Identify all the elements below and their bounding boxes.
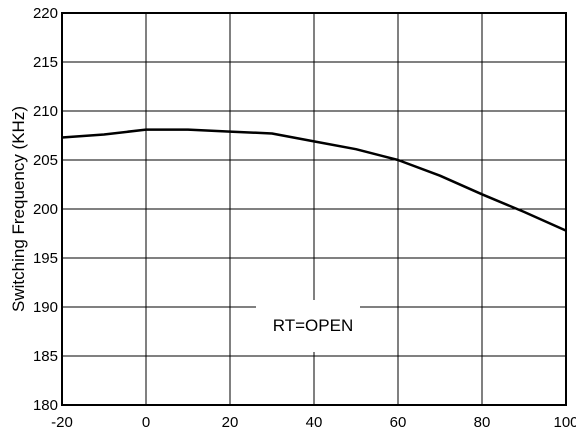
y-tick-label: 220 bbox=[33, 5, 58, 22]
annotation-label: RT=OPEN bbox=[273, 316, 353, 335]
y-tick-label: 205 bbox=[33, 152, 58, 169]
x-tick-labels: -20 0 20 40 60 80 100 bbox=[51, 414, 576, 431]
y-tick-label: 190 bbox=[33, 299, 58, 316]
x-tick-label: 20 bbox=[222, 414, 239, 431]
x-tick-label: 0 bbox=[142, 414, 150, 431]
x-tick-label: 40 bbox=[306, 414, 323, 431]
y-axis-label: Switching Frequency (KHz) bbox=[9, 106, 28, 312]
y-tick-labels: 220 215 210 205 200 195 190 185 180 bbox=[33, 5, 58, 414]
y-tick-label: 200 bbox=[33, 201, 58, 218]
y-tick-label: 185 bbox=[33, 348, 58, 365]
x-tick-label: 60 bbox=[390, 414, 407, 431]
plot-frame bbox=[61, 12, 567, 406]
y-tick-label: 210 bbox=[33, 103, 58, 120]
y-tick-label: 180 bbox=[33, 397, 58, 414]
x-tick-label: 80 bbox=[474, 414, 491, 431]
series-line bbox=[61, 128, 567, 232]
series-group bbox=[61, 128, 567, 232]
x-tick-label: 100 bbox=[553, 414, 576, 431]
y-tick-label: 195 bbox=[33, 250, 58, 267]
annotation-background bbox=[256, 300, 360, 352]
y-tick-label: 215 bbox=[33, 54, 58, 71]
x-tick-label: -20 bbox=[51, 414, 73, 431]
